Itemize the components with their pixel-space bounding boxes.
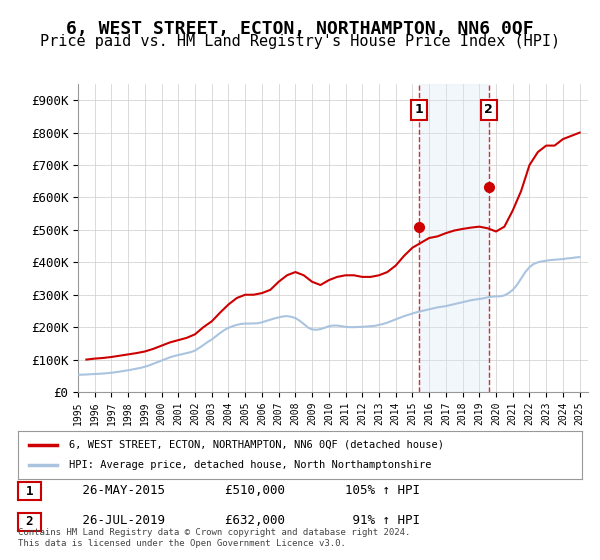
Text: 2: 2 [484,104,493,116]
Text: Price paid vs. HM Land Registry's House Price Index (HPI): Price paid vs. HM Land Registry's House … [40,34,560,49]
Text: 6, WEST STREET, ECTON, NORTHAMPTON, NN6 0QF: 6, WEST STREET, ECTON, NORTHAMPTON, NN6 … [66,20,534,38]
Text: 1: 1 [26,484,33,498]
Text: 26-MAY-2015        £510,000        105% ↑ HPI: 26-MAY-2015 £510,000 105% ↑ HPI [60,483,420,497]
Text: HPI: Average price, detached house, North Northamptonshire: HPI: Average price, detached house, Nort… [69,460,431,470]
Text: 2: 2 [26,515,33,529]
Text: Contains HM Land Registry data © Crown copyright and database right 2024.
This d: Contains HM Land Registry data © Crown c… [18,528,410,548]
Bar [419,84,489,392]
Text: 6, WEST STREET, ECTON, NORTHAMPTON, NN6 0QF (detached house): 6, WEST STREET, ECTON, NORTHAMPTON, NN6 … [69,440,444,450]
Text: 26-JUL-2019        £632,000         91% ↑ HPI: 26-JUL-2019 £632,000 91% ↑ HPI [60,514,420,528]
Text: 1: 1 [415,104,424,116]
